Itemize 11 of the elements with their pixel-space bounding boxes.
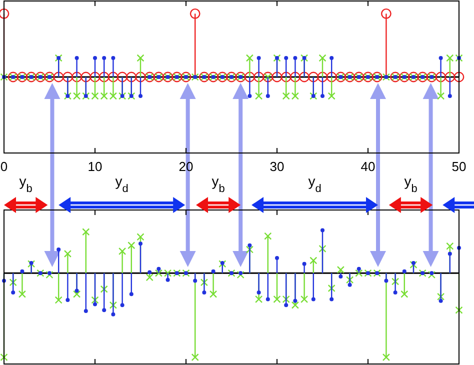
text: y$_{b}$ (404, 173, 418, 195)
x-tick-label: 10 (88, 159, 102, 174)
x-tick-label: 30 (270, 159, 284, 174)
x-tick-label: 50 (452, 159, 466, 174)
x-tick-label: 20 (178, 159, 194, 174)
text: y$_{d}$ (308, 173, 322, 195)
text: y$_{b}$ (212, 173, 225, 195)
x-tick-label: 0 (0, 159, 8, 174)
text: y$_{d}$ (115, 173, 128, 195)
text: y$_{b}$ (19, 173, 32, 195)
x-tick-label: 40 (360, 159, 376, 174)
